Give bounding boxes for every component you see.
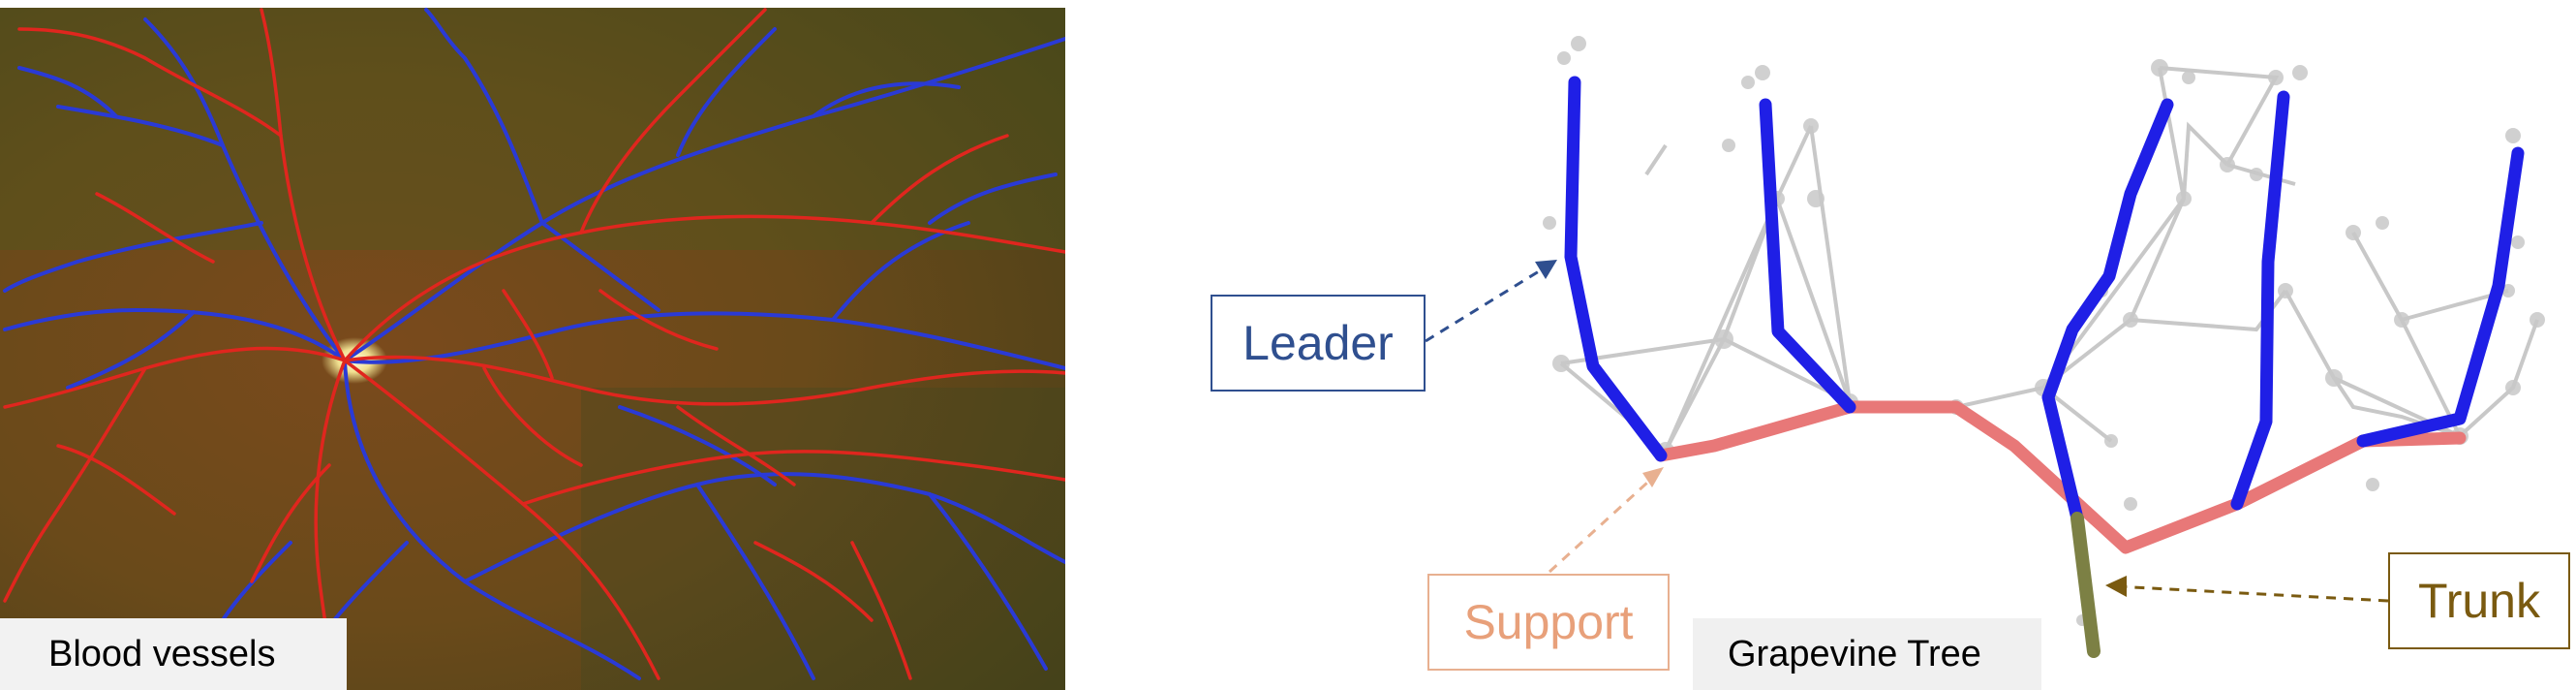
dashed-arrow-support-icon <box>1548 471 1660 574</box>
fundus-panel: Blood vessels <box>0 0 1069 690</box>
support-label: Support <box>1427 574 1670 671</box>
support-branch <box>1654 400 2467 554</box>
leader-label: Leader <box>1211 295 1426 392</box>
skeleton-points <box>1543 36 2545 626</box>
fundus-image <box>0 8 1069 690</box>
fundus-background <box>0 8 1069 690</box>
dashed-arrow-leader-icon <box>1425 262 1552 343</box>
trunk-label: Trunk <box>2388 552 2570 649</box>
support-arrowhead-icon <box>1642 467 1664 487</box>
fundus-caption: Blood vessels <box>0 618 347 690</box>
grapevine-caption: Grapevine Tree <box>1693 618 2041 690</box>
leader-arrowhead-icon <box>1535 260 1557 279</box>
leader-branches <box>1564 76 2525 525</box>
artery-tracings <box>3 8 1067 680</box>
trunk-arrowhead-icon <box>2105 576 2127 597</box>
trunk-branch <box>2070 512 2101 658</box>
dashed-arrow-trunk-icon <box>2114 584 2389 603</box>
